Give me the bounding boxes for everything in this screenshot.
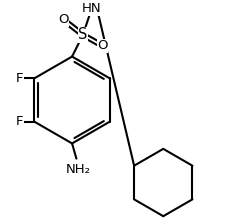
Text: NH₂: NH₂: [66, 163, 91, 176]
Text: O: O: [97, 39, 108, 52]
Text: S: S: [78, 27, 88, 42]
Text: O: O: [58, 13, 69, 26]
Text: F: F: [15, 115, 23, 128]
Text: F: F: [15, 72, 23, 85]
Text: HN: HN: [82, 2, 101, 15]
